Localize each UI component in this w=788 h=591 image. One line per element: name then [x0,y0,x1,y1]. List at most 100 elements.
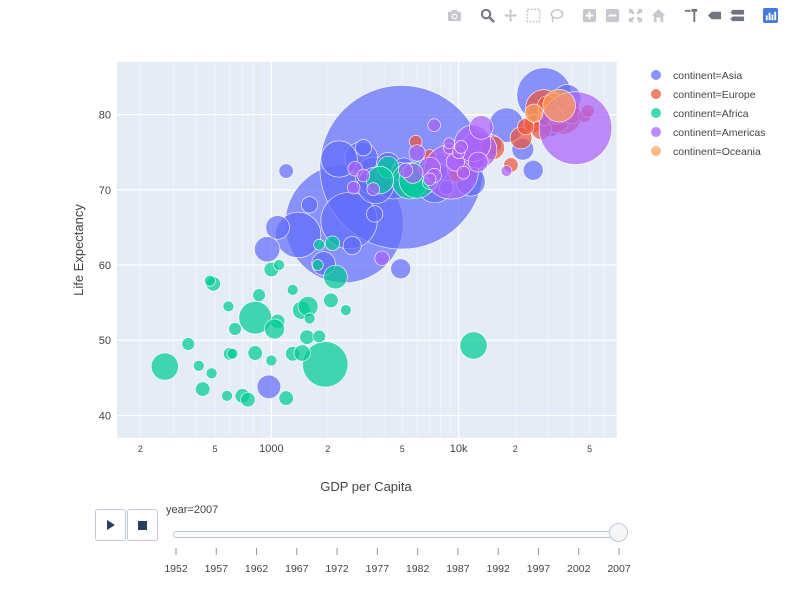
data-point-africa[interactable] [312,259,324,271]
data-point-africa[interactable] [278,390,294,406]
data-point-africa[interactable] [228,322,242,336]
stop-button[interactable] [127,509,158,541]
y-tick-label: 70 [99,185,111,197]
data-point-americas[interactable] [346,180,361,195]
data-point-asia[interactable] [254,236,281,263]
slider-step-label[interactable]: 1977 [366,563,390,575]
data-point-oceania[interactable] [524,103,544,123]
x-axis-ticks: 2 5 1000 2 5 10k 2 5 [138,443,592,455]
zoom-icon[interactable] [478,6,497,25]
data-point-asia[interactable] [390,258,411,280]
slider-step-label[interactable]: 1987 [446,563,470,575]
slider-step-label[interactable]: 1962 [245,563,269,575]
legend-item-americas[interactable]: continent=Americas [651,127,766,139]
hover-compare-icon[interactable] [728,6,747,25]
legend-item-oceania[interactable]: continent=Oceania [651,146,761,158]
legend-item-africa[interactable]: continent=Africa [651,108,749,120]
data-point-africa[interactable] [247,345,263,361]
data-point-asia[interactable] [366,205,384,223]
play-button[interactable] [95,509,126,541]
data-point-asia[interactable] [265,215,290,240]
data-point-asia[interactable] [256,374,281,399]
slider-track[interactable] [173,531,624,538]
data-point-americas[interactable] [467,151,489,173]
data-point-americas[interactable] [469,115,494,140]
y-axis-title: Life Expectancy [71,204,86,296]
data-point-africa[interactable] [150,352,179,381]
data-point-americas[interactable] [456,165,471,180]
legend-item-asia[interactable]: continent=Asia [651,70,742,82]
data-point-africa[interactable] [313,238,325,251]
data-point-africa[interactable] [459,331,488,360]
data-point-americas[interactable] [443,137,455,149]
data-point-africa[interactable] [205,367,218,380]
slider-step-label[interactable]: 2007 [607,563,631,575]
spike-lines-icon[interactable] [682,6,701,25]
data-point-africa[interactable] [264,318,285,340]
data-point-africa[interactable] [265,354,278,367]
data-point-americas[interactable] [374,250,390,266]
data-point-africa[interactable] [181,337,195,351]
data-point-africa[interactable] [299,329,315,345]
slider-step-label[interactable]: 1957 [205,563,229,575]
data-point-americas[interactable] [408,144,426,162]
data-point-asia[interactable] [301,196,319,214]
data-point-americas[interactable] [397,162,414,178]
data-point-africa[interactable] [226,348,239,360]
slider-step-label[interactable]: 1972 [325,563,349,575]
data-point-africa[interactable] [193,360,205,372]
data-point-americas[interactable] [423,172,437,186]
data-point-africa[interactable] [222,300,235,313]
zoom-out-icon[interactable] [603,6,622,25]
data-point-africa[interactable] [302,341,349,388]
slider-handle[interactable] [609,523,628,542]
data-point-americas[interactable] [454,140,468,154]
x-tick-label: 5 [400,444,405,454]
data-point-africa[interactable] [240,392,256,408]
data-point-africa[interactable] [238,301,272,335]
x-tick-label: 10k [450,443,468,455]
box-select-icon[interactable] [524,6,543,25]
data-point-asia[interactable] [278,163,294,179]
slider-step-label[interactable]: 1982 [406,563,430,575]
data-point-oceania[interactable] [542,88,576,123]
slider-step-label[interactable]: 1997 [527,563,551,575]
data-point-americas[interactable] [427,118,441,132]
data-point-asia[interactable] [354,139,372,157]
data-point-americas[interactable] [500,165,513,177]
data-point-asia[interactable] [342,236,362,255]
slider-step-label[interactable]: 1992 [487,563,511,575]
slider-step-label[interactable]: 1967 [285,563,309,575]
data-point-asia[interactable] [522,159,544,181]
data-point-americas[interactable] [356,168,371,183]
data-point-africa[interactable] [195,381,211,397]
data-point-africa[interactable] [340,304,352,316]
data-point-americas[interactable] [366,182,380,196]
autoscale-icon[interactable] [626,6,645,25]
legend[interactable]: continent=Asia continent=Europe continent=… [651,70,766,158]
data-point-africa[interactable] [293,344,311,362]
data-point-africa[interactable] [286,284,299,296]
plotly-logo-icon[interactable] [761,6,780,25]
hover-closest-icon[interactable] [705,6,724,25]
data-point-africa[interactable] [273,259,285,271]
data-point-africa[interactable] [221,390,233,402]
camera-icon[interactable] [445,6,464,25]
legend-item-europe[interactable]: continent=Europe [651,89,756,101]
pan-icon[interactable] [501,6,520,25]
data-point-africa[interactable] [323,292,339,308]
lasso-icon[interactable] [547,6,566,25]
data-point-africa[interactable] [303,312,316,325]
slider-step-label[interactable]: 1952 [164,563,188,575]
data-point-europe[interactable] [517,118,535,136]
reset-axes-icon[interactable] [649,6,668,25]
data-point-africa[interactable] [323,264,348,290]
data-point-africa[interactable] [204,275,216,287]
data-point-africa[interactable] [252,288,266,302]
data-point-africa[interactable] [324,235,341,251]
slider-step-label[interactable]: 2002 [567,563,591,575]
zoom-in-icon[interactable] [580,6,599,25]
data-point-africa[interactable] [312,329,326,344]
scatter-points[interactable] [150,67,613,408]
